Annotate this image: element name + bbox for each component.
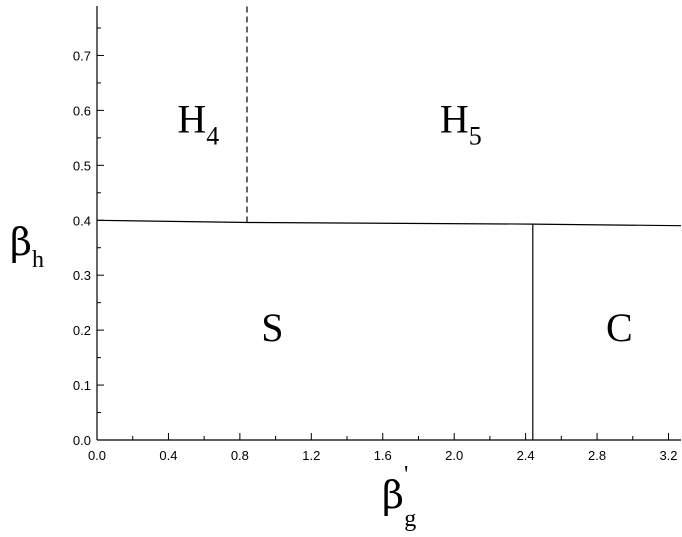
x-axis-label-symbol: β xyxy=(382,473,404,517)
x-tick-label: 1.2 xyxy=(302,448,320,463)
y-tick-label: 0.6 xyxy=(73,103,91,118)
y-axis-label-subscript: h xyxy=(32,247,44,273)
region-label-c: C xyxy=(606,305,633,350)
y-tick-label: 0.0 xyxy=(73,433,91,448)
phase-boundaries xyxy=(96,6,682,440)
y-tick-label: 0.3 xyxy=(73,268,91,283)
region-label-h5: H5 xyxy=(440,96,482,150)
x-tick-label: 2.0 xyxy=(445,448,463,463)
y-axis-label-symbol: β xyxy=(10,220,32,264)
boundary-line-1 xyxy=(96,219,682,227)
x-tick-label: 0.0 xyxy=(88,448,106,463)
y-tick-label: 0.2 xyxy=(73,323,91,338)
x-tick-label: 3.2 xyxy=(659,448,677,463)
x-axis-label-prime: ' xyxy=(404,462,408,488)
x-tick-label: 0.8 xyxy=(231,448,249,463)
x-axis-label: β' g xyxy=(382,462,416,532)
y-tick-label: 0.7 xyxy=(73,48,91,63)
x-tick-label: 1.6 xyxy=(374,448,392,463)
x-tick-label: 2.4 xyxy=(517,448,535,463)
y-tick-label: 0.5 xyxy=(73,158,91,173)
y-tick-label: 0.4 xyxy=(73,213,91,228)
axes: 0.0 0.4 0.8 1.2 1.6 2.0 2.4 2.8 3.2 0.0 0.1 0.2 0.3 0… xyxy=(73,6,681,463)
x-axis-label-subscript: g xyxy=(404,506,416,532)
x-tick-label: 0.4 xyxy=(159,448,177,463)
region-labels: H4 H5 S C xyxy=(177,96,632,350)
x-tick-label: 2.8 xyxy=(588,448,606,463)
region-label-h4: H4 xyxy=(177,96,219,150)
y-tick-label: 0.1 xyxy=(73,378,91,393)
region-label-s: S xyxy=(261,305,283,350)
y-axis-label: βh xyxy=(10,220,44,273)
